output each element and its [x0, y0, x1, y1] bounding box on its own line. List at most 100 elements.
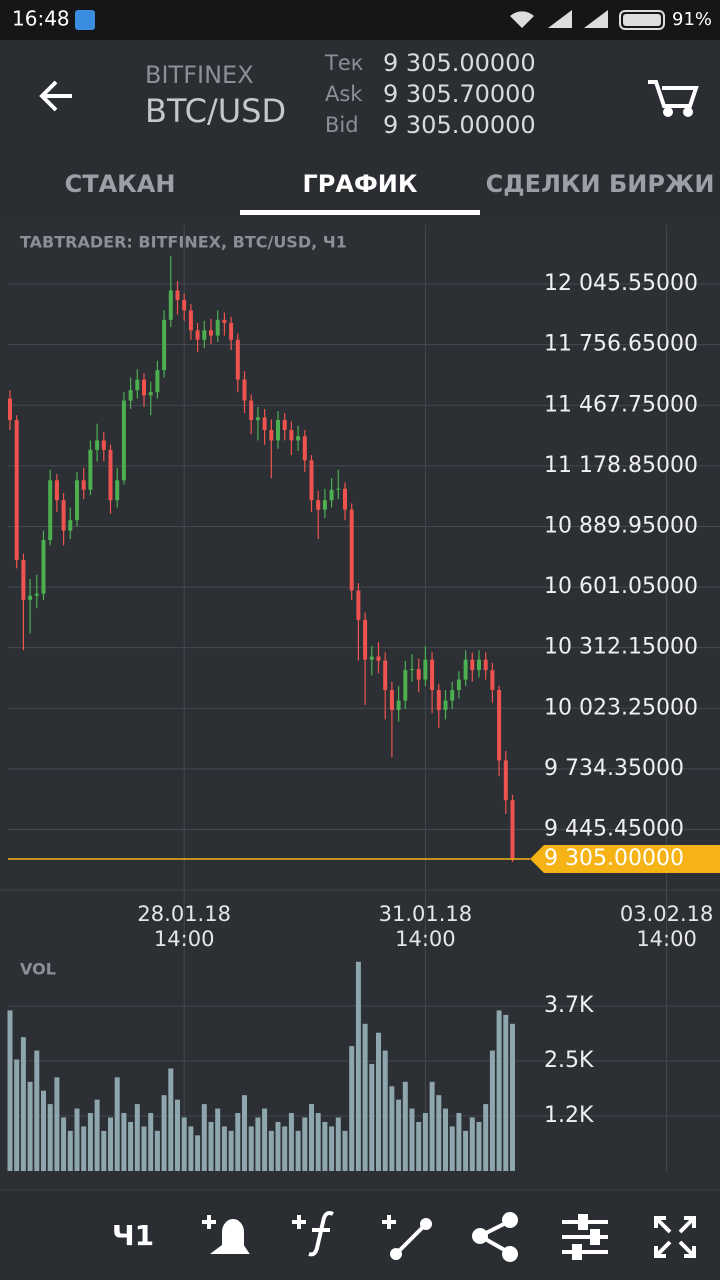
tab[interactable]: ГРАФИК: [303, 170, 418, 198]
candle-body: [215, 319, 220, 336]
candle-body: [162, 319, 167, 371]
candle-body: [209, 330, 213, 336]
wifi-icon: [510, 11, 534, 28]
add-alert-button[interactable]: [202, 1215, 250, 1254]
volume-bar: [161, 1095, 167, 1171]
volume-bar: [134, 1104, 140, 1171]
candle-body: [497, 690, 502, 761]
candle-body: [510, 800, 515, 859]
volume-bar: [54, 1077, 60, 1171]
volume-bar: [443, 1108, 448, 1171]
volume-bar: [61, 1117, 67, 1171]
candle-body: [336, 488, 341, 490]
quote-label: Тек: [324, 51, 363, 75]
candle-body: [276, 420, 280, 441]
volume-bar: [322, 1121, 328, 1171]
settings-button[interactable]: [562, 1214, 608, 1260]
candle-body: [95, 440, 100, 450]
candle-body: [410, 669, 414, 671]
candle-body: [21, 560, 26, 600]
volume-bar: [436, 1095, 442, 1171]
toolbar-bg: [0, 1190, 720, 1280]
candle-body: [34, 593, 39, 596]
volume-bar: [255, 1117, 261, 1171]
candle-body: [249, 400, 254, 421]
volume-bar: [382, 1050, 388, 1171]
volume-bar: [275, 1121, 281, 1171]
candle-body: [222, 319, 227, 323]
candle-body: [41, 540, 46, 594]
candle-body: [135, 379, 140, 391]
volume-bar: [349, 1046, 355, 1171]
candle-body: [329, 489, 334, 501]
candle-body: [175, 290, 180, 300]
fullscreen-button[interactable]: [654, 1216, 696, 1258]
candle-body: [456, 679, 461, 691]
tab[interactable]: СТАКАН: [65, 170, 176, 198]
volume-bar: [409, 1108, 415, 1171]
candle-body: [322, 500, 327, 510]
last-price-label: 9 305.00000: [544, 846, 684, 871]
back-button[interactable]: [39, 80, 72, 112]
share-button[interactable]: [472, 1212, 518, 1262]
volume-title: VOL: [20, 960, 56, 979]
volume-bar: [262, 1108, 268, 1171]
volume-bar: [483, 1104, 489, 1171]
volume-bar: [128, 1121, 134, 1171]
tab[interactable]: СДЕЛКИ БИРЖИ: [486, 170, 715, 198]
candle-body: [128, 390, 133, 401]
y-tick-label: 10 889.95000: [544, 513, 698, 538]
volume-bar: [416, 1121, 422, 1171]
volume-bar: [489, 1050, 495, 1171]
candle-body: [282, 420, 287, 430]
y-tick-label: 11 467.75000: [544, 392, 698, 417]
volume-bar: [503, 1014, 509, 1171]
candle-body: [155, 370, 160, 393]
y-tick-label: 9 445.45000: [544, 816, 684, 841]
x-tick-label: 31.01.18 14:00: [378, 902, 473, 951]
header-bg: [0, 40, 720, 216]
candle-body: [81, 480, 86, 490]
timeframe-button[interactable]: Ч1: [112, 1219, 154, 1252]
candle-body: [262, 417, 267, 430]
volume-bar: [27, 1081, 33, 1171]
volume-bar: [362, 1023, 368, 1171]
add-indicator-button[interactable]: [292, 1211, 334, 1257]
add-drawing-button[interactable]: [382, 1215, 432, 1260]
candle-body: [229, 322, 234, 340]
quote-label: Bid: [325, 113, 359, 137]
candle-body: [115, 480, 120, 501]
signal-icon: [548, 10, 572, 28]
candle-body: [195, 330, 200, 340]
candle-body: [463, 659, 468, 680]
candle-body: [443, 700, 448, 711]
y-tick-label: 10 023.25000: [544, 695, 698, 720]
tab-indicator: [240, 210, 480, 215]
candle-body: [302, 436, 307, 461]
candle-body: [423, 659, 428, 680]
candle-body: [68, 520, 73, 531]
y-tick-label: 10 601.05000: [544, 574, 698, 599]
candle-body: [14, 420, 19, 561]
volume-bar: [429, 1081, 435, 1171]
volume-bar: [402, 1081, 408, 1171]
quote-label: Ask: [325, 82, 363, 106]
candle-body: [28, 595, 33, 600]
candle-body: [450, 690, 455, 701]
y-tick-label: 3.7K: [544, 993, 594, 1018]
candle-body: [503, 760, 508, 801]
volume-bar: [268, 1130, 274, 1171]
volume-bar: [20, 1037, 26, 1171]
battery-icon: [619, 10, 665, 30]
volume-bar: [389, 1086, 395, 1171]
signal-icon: [584, 10, 608, 28]
cart-button[interactable]: [648, 80, 699, 117]
candle-body: [490, 670, 495, 691]
volume-bar: [181, 1117, 187, 1171]
volume-bar: [376, 1032, 381, 1171]
volume-bar: [302, 1117, 308, 1171]
volume-bar: [41, 1090, 46, 1171]
volume-bar: [355, 961, 361, 1171]
volume-bar: [175, 1099, 180, 1171]
volume-bar: [114, 1077, 120, 1171]
